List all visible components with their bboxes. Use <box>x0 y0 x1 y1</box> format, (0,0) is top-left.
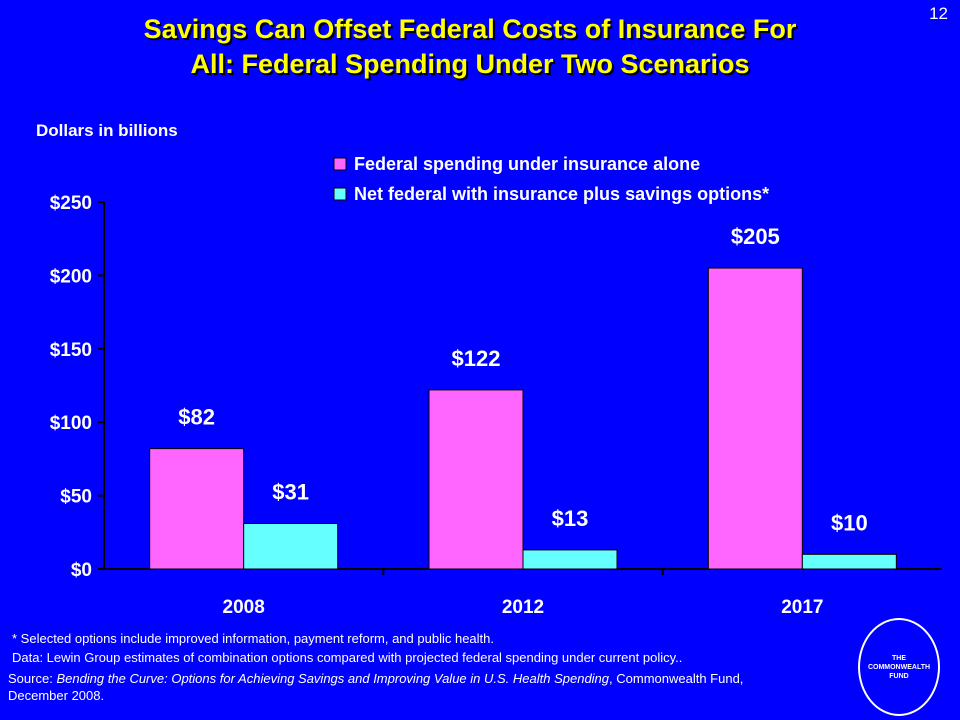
bar <box>243 522 339 570</box>
data-label: $13 <box>552 506 589 531</box>
y-tick-label: $0 <box>71 560 92 581</box>
legend-label: Net federal with insurance plus savings … <box>354 184 769 204</box>
legend-swatch <box>333 157 347 171</box>
data-label: $122 <box>452 346 501 371</box>
data-label: $10 <box>831 510 868 535</box>
logo-text: THE COMMONWEALTH FUND <box>867 654 931 680</box>
legend-label: Federal spending under insurance alone <box>354 154 700 174</box>
units-label: Dollars in billions <box>36 121 178 140</box>
footnote-data: Data: Lewin Group estimates of combinati… <box>12 650 683 665</box>
title-line-2: All: Federal Spending Under Two Scenario… <box>190 49 750 79</box>
footnote-source: Source: Bending the Curve: Options for A… <box>8 670 788 704</box>
y-tick-label: $250 <box>50 193 92 214</box>
footnote-options: * Selected options include improved info… <box>12 631 494 646</box>
bar <box>149 448 245 570</box>
commonwealth-fund-logo: THE COMMONWEALTH FUND <box>858 618 940 716</box>
x-tick-label: 2008 <box>223 597 265 618</box>
data-label: $31 <box>272 479 309 504</box>
slide-number: 12 <box>929 4 948 23</box>
source-title: Bending the Curve: Options for Achieving… <box>56 671 610 686</box>
y-tick-label: $150 <box>50 340 92 361</box>
source-suffix: , Commonwealth Fund, December 2008. <box>8 671 744 703</box>
bar <box>801 553 897 570</box>
source-prefix: Source: <box>8 671 53 686</box>
x-tick-label: 2017 <box>781 597 823 618</box>
title-line-1: Savings Can Offset Federal Costs of Insu… <box>143 14 797 44</box>
legend-swatch <box>333 187 347 201</box>
data-label: $82 <box>178 405 215 430</box>
slide-title: Savings Can Offset Federal Costs of Insu… <box>20 12 920 82</box>
bar <box>707 267 803 570</box>
y-tick-label: $50 <box>60 487 92 508</box>
y-tick-label: $200 <box>50 266 92 287</box>
x-tick-label: 2012 <box>502 597 544 618</box>
bar <box>522 549 618 570</box>
y-tick-label: $100 <box>50 413 92 434</box>
data-label: $205 <box>731 224 780 249</box>
bar <box>428 389 524 570</box>
